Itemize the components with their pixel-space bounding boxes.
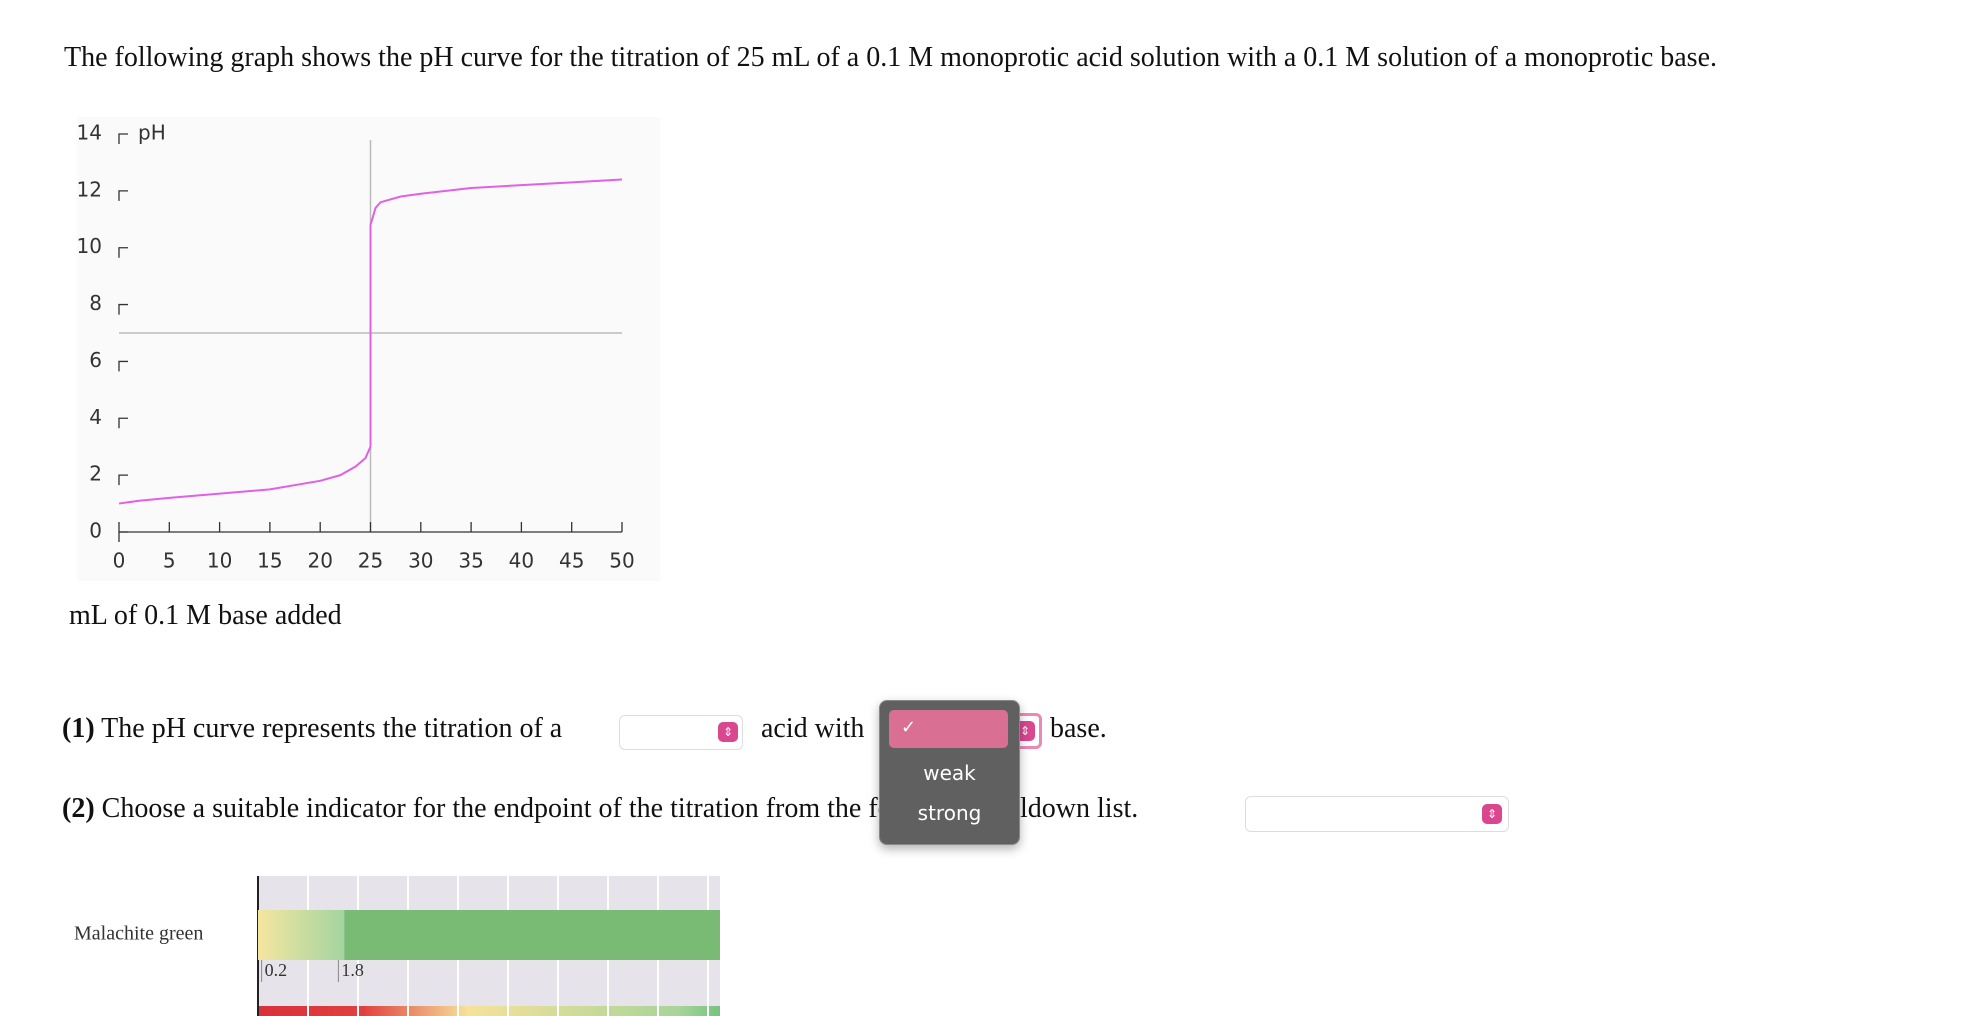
intro: The following graph shows the pH curve f… [64,42,1717,73]
chevron: ⇕ [1015,721,1035,741]
q2-number: (2) [62,793,95,824]
x-tick-label: 15 [257,549,282,573]
q1-number: (1) [62,713,95,744]
y-tick [118,417,128,429]
indicator-chart: Malachite green 0.2 1.8 [74,876,720,1016]
y-tick-label: 8 [89,291,102,315]
x-tick-label: 30 [408,549,433,573]
x-tick-label: 45 [559,549,584,573]
q1-middle: acid with [761,713,865,744]
x-tick-label: 35 [458,549,483,573]
dropdown-option[interactable]: weak [923,761,976,785]
y-tick-label: 2 [89,462,102,486]
y-tick [118,190,128,201]
x-tick-label: 40 [509,549,534,573]
y-tick-label: 12 [77,177,102,201]
x-tick-label: 5 [163,549,176,573]
y-tick-label: 14 [77,121,102,145]
indicator-range-label: 1.8 [341,960,364,980]
y-tick [118,247,128,258]
y-tick-label: 4 [89,405,102,429]
y-tick-label: 10 [77,234,102,258]
y-tick [118,303,128,315]
y-axis-label: pH [138,121,166,145]
chart: pH 0 2 4 6 8 10 12 14 0 5 10 15 20 25 30 35 40 45 50 [77,117,660,581]
indicator-range-label: 0.2 [265,960,288,980]
dropdown-option[interactable]: strong [917,801,982,825]
indicator-name: Malachite green [74,923,203,945]
dropdown-popup: ✓ weak strong [879,700,1020,845]
select-3[interactable]: ⇕ [1245,796,1509,832]
option-blank[interactable]: ✓ [889,710,1008,748]
x-tick-label: 0 [113,549,126,573]
q1-text: The pH curve represents the titration of… [101,713,563,744]
y-tick [118,133,128,144]
y-tick [118,360,128,372]
x-tick-label: 50 [609,549,634,573]
y-tick-label: 0 [89,519,102,543]
indicator-bar-2 [258,1006,720,1016]
y-tick-label: 6 [89,348,102,372]
plot-bg [77,117,660,581]
x-tick-label: 25 [358,549,383,573]
x-axis-label: mL of 0.1 M base added [69,600,342,631]
x-tick-label: 20 [307,549,332,573]
q1-after: base. [1050,713,1107,744]
checkmark: ✓ [901,717,917,738]
select-1[interactable]: ⇕ [619,715,743,750]
q1: (1) The pH curve represents the titratio… [62,713,562,745]
chevron: ⇕ [718,722,738,742]
chevron: ⇕ [1482,804,1502,824]
indicator-transition [258,910,345,960]
ph-curve [118,178,623,505]
x-tick-label: 10 [207,549,232,573]
y-tick [118,474,128,486]
